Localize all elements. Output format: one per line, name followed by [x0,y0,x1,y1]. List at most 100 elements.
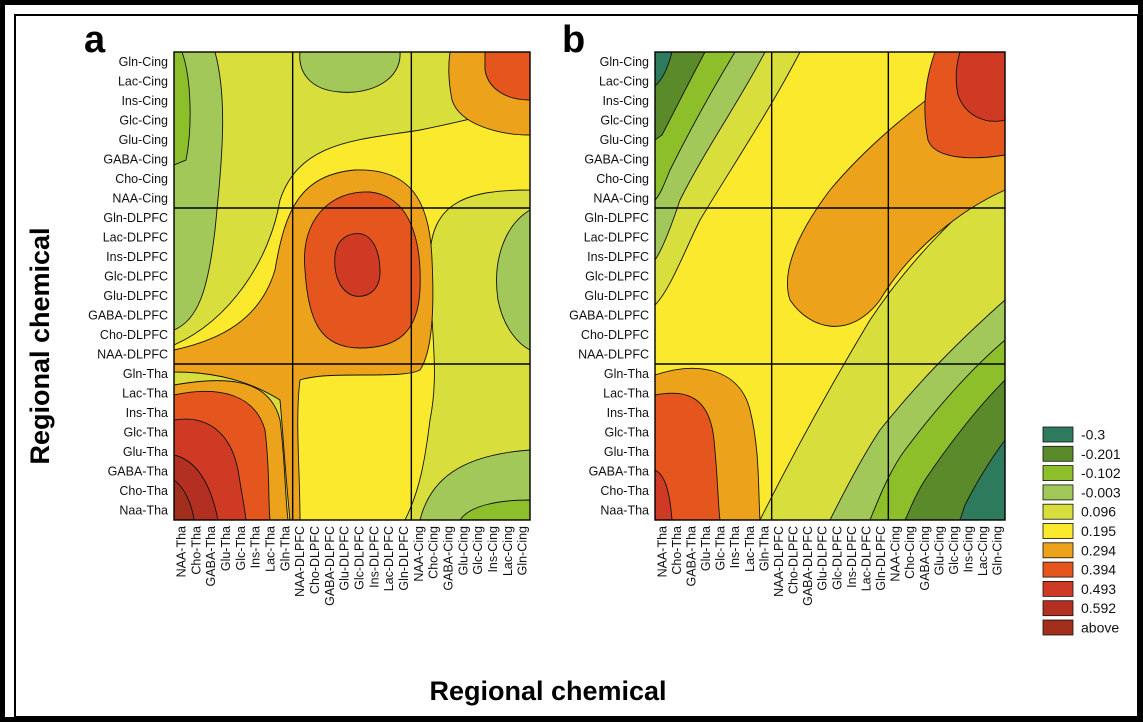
y-tick-label: Ins-Cing [602,94,649,108]
y-tick-label: Lac-Tha [603,386,649,400]
y-tick-label: GABA-Tha [108,464,168,478]
y-tick-label: Ins-Cing [121,94,168,108]
panel-a-contour [299,52,401,93]
x-tick-label: Glu-Tha [219,526,233,571]
x-tick-label: NAA-DLPFC [772,526,786,597]
legend-swatch [1042,503,1074,520]
y-tick-label: GABA-Tha [589,464,649,478]
figure-inner-frame [14,14,1139,718]
panel-b-contour [655,469,673,520]
y-tick-label: GABA-Cing [584,152,649,166]
panel-a-contour [174,479,195,520]
y-tick-label: Glu-DLPFC [103,289,168,303]
y-tick-label: Glc-Tha [124,425,169,439]
y-tick-label: Cho-DLPFC [581,328,649,342]
x-tick-label: Cho-Tha [670,526,684,575]
x-tick-label: Cho-Tha [189,526,203,575]
y-tick-label: Glu-DLPFC [584,289,649,303]
y-tick-label: Glc-DLPFC [585,269,649,283]
legend-swatch [1042,619,1074,636]
panel-a-contour [174,52,191,166]
y-tick-label: Cho-Tha [600,484,649,498]
x-tick-label: Glu-DLPFC [816,526,830,591]
y-tick-label: Cho-Cing [596,172,649,186]
legend-swatch [1042,600,1074,617]
x-tick-label: Gln-Tha [278,526,292,571]
y-tick-label: Gln-Tha [123,367,168,381]
x-tick-label: Gln-Cing [516,526,530,575]
x-tick-label: Glc-Cing [471,526,485,575]
x-tick-label: NAA-Tha [174,526,188,577]
x-tick-label: Gln-Cing [991,526,1005,575]
legend-label: -0.003 [1081,484,1121,500]
y-tick-label: Cho-Cing [115,172,168,186]
y-tick-label: Glc-Cing [119,113,168,127]
legend-swatch [1042,426,1074,443]
legend-label: 0.394 [1081,562,1116,578]
x-tick-label: Glc-DLPFC [352,526,366,590]
y-axis-title: Regional chemical [25,227,55,464]
x-tick-label: NAA-Cing [412,526,426,582]
y-tick-label: Glu-Cing [600,133,649,147]
legend-label: 0.096 [1081,504,1116,520]
y-tick-label: Gln-DLPFC [103,211,168,225]
x-tick-label: Lac-Tha [743,526,757,572]
x-tick-label: Glc-Tha [234,526,248,571]
panel-a: Gln-CingLac-CingIns-CingGlc-CingGlu-Cing… [88,51,531,606]
panel-b-contour [955,52,1005,122]
x-tick-label: Cho-DLPFC [308,526,322,594]
legend-swatch [1042,445,1074,462]
x-tick-label: GABA-Tha [204,526,218,586]
y-tick-label: Ins-DLPFC [587,250,649,264]
x-tick-label: Glu-DLPFC [338,526,352,591]
y-tick-label: Lac-DLPFC [584,230,649,244]
legend: -0.3 -0.201 -0.102 -0.003 0.096 0.195 0.294 0.3… [1042,426,1121,636]
y-tick-label: Naa-Tha [600,503,649,517]
x-tick-label: Glu-Cing [932,526,946,575]
y-tick-label: Gln-Tha [604,367,649,381]
x-tick-label: Ins-Tha [249,526,263,568]
y-tick-label: Lac-Cing [118,74,168,88]
legend-label: -0.102 [1081,465,1121,481]
x-tick-label: Glu-Tha [699,526,713,571]
x-tick-label: Glc-DLPFC [830,526,844,590]
y-tick-label: Glc-Tha [605,425,650,439]
y-tick-label: Gln-Cing [119,55,168,69]
x-tick-label: GABA-DLPFC [801,526,815,606]
x-tick-label: Ins-Tha [728,526,742,568]
x-tick-label: NAA-Tha [655,526,669,577]
y-tick-label: Lac-Cing [599,74,649,88]
x-axis-title: Regional chemical [429,676,666,706]
y-tick-label: Glu-Tha [604,445,649,459]
x-tick-label: GABA-Cing [918,526,932,591]
y-tick-label: Glu-Tha [123,445,168,459]
legend-swatch [1042,542,1074,559]
panel-label-b: b [562,19,585,61]
x-tick-label: Glu-Cing [456,526,470,575]
x-tick-label: GABA-Cing [441,526,455,591]
x-tick-label: Ins-DLPFC [845,526,859,588]
y-tick-label: GABA-Cing [103,152,168,166]
x-tick-label: Gln-DLPFC [874,526,888,591]
x-tick-label: Ins-Cing [486,526,500,573]
x-tick-label: Glc-Tha [714,526,728,571]
x-tick-label: Lac-DLPFC [382,526,396,591]
y-tick-label: Ins-Tha [607,406,649,420]
legend-swatch [1042,484,1074,501]
y-tick-label: Lac-Tha [122,386,168,400]
x-tick-label: Lac-Tha [263,526,277,572]
plot-area-outline [173,51,531,521]
y-tick-label: Ins-DLPFC [106,250,168,264]
x-tick-label: Gln-DLPFC [397,526,411,591]
x-tick-label: GABA-Tha [684,526,698,586]
plot-area-outline [654,51,1006,521]
x-tick-label: Glc-Cing [947,526,961,575]
legend-swatch [1042,561,1074,578]
legend-swatch [1042,465,1074,482]
y-tick-label: NAA-Cing [112,191,168,205]
legend-swatch [1042,581,1074,597]
x-tick-label: NAA-DLPFC [293,526,307,597]
y-tick-label: Glc-DLPFC [104,269,168,283]
y-tick-label: Naa-Tha [119,503,168,517]
